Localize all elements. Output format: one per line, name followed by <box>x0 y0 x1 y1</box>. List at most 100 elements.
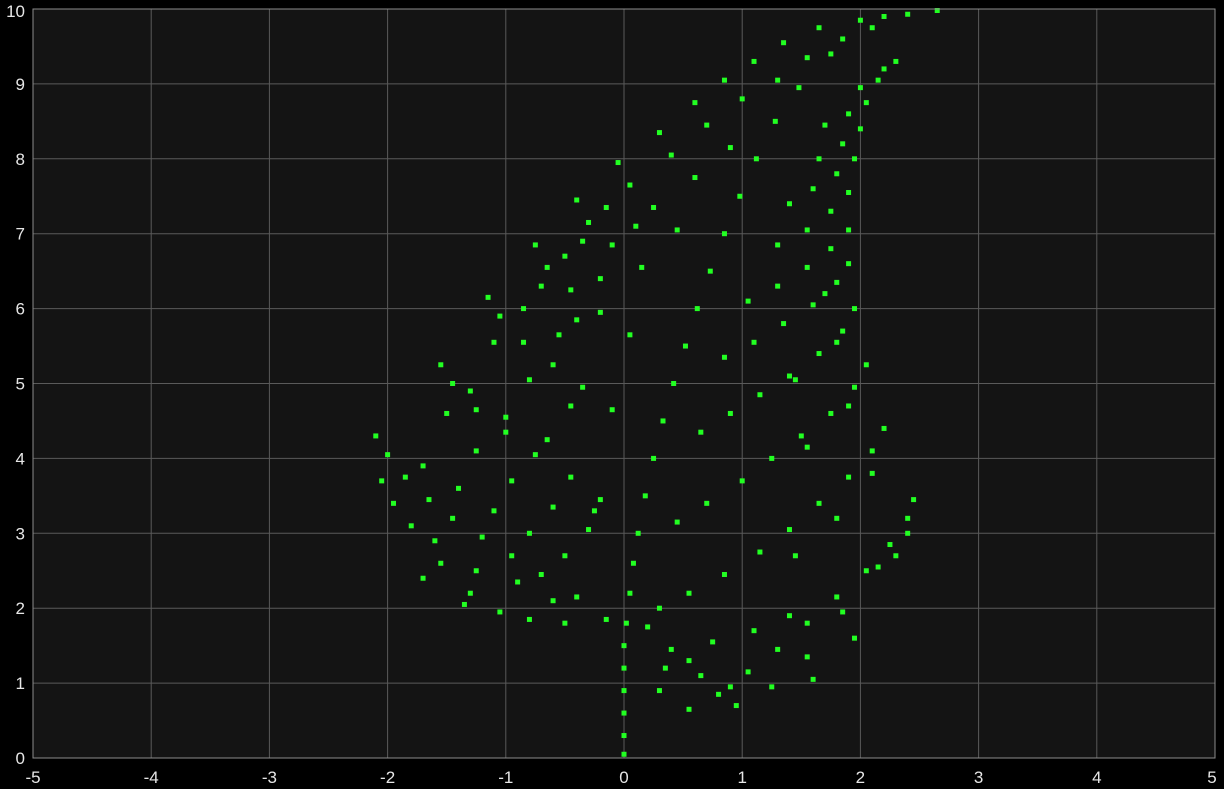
data-point <box>869 448 875 454</box>
data-point <box>905 11 911 17</box>
y-tick-label: 3 <box>16 524 25 543</box>
data-point <box>645 624 651 630</box>
y-tick-label: 9 <box>16 75 25 94</box>
data-point <box>781 40 787 46</box>
data-point <box>822 291 828 297</box>
data-point <box>810 676 816 682</box>
data-point <box>727 410 733 416</box>
data-point <box>656 605 662 611</box>
data-point <box>739 96 745 102</box>
data-point <box>753 156 759 162</box>
data-point <box>686 706 692 712</box>
data-point <box>881 66 887 72</box>
data-point <box>385 452 391 458</box>
data-point <box>804 444 810 450</box>
data-point <box>834 594 840 600</box>
data-point <box>473 407 479 413</box>
data-point <box>630 560 636 566</box>
x-tick-label: 4 <box>1092 768 1101 787</box>
data-point <box>420 575 426 581</box>
data-point <box>721 231 727 237</box>
data-point <box>828 208 834 214</box>
data-point <box>503 429 509 435</box>
data-point <box>775 242 781 248</box>
data-point <box>911 497 917 503</box>
data-point <box>804 227 810 233</box>
data-point <box>420 463 426 469</box>
data-point <box>727 145 733 151</box>
y-tick-label: 8 <box>16 150 25 169</box>
data-point <box>786 613 792 619</box>
data-point <box>379 478 385 484</box>
data-point <box>816 500 822 506</box>
y-tick-label: 1 <box>16 674 25 693</box>
data-point <box>851 384 857 390</box>
data-point <box>544 437 550 443</box>
data-point <box>627 590 633 596</box>
plot-frame <box>32 8 1216 759</box>
x-tick-label: -5 <box>25 768 40 787</box>
data-point <box>621 710 627 716</box>
data-point <box>857 126 863 132</box>
data-point <box>840 36 846 42</box>
x-tick-labels: -5 -4 -3 -2 -1 0 1 2 3 4 5 <box>25 768 1216 787</box>
data-point <box>591 508 597 514</box>
data-point <box>798 433 804 439</box>
data-point <box>639 264 645 270</box>
data-point <box>775 77 781 83</box>
data-point <box>603 616 609 622</box>
data-point <box>893 58 899 64</box>
data-point <box>609 407 615 413</box>
data-point <box>402 474 408 480</box>
data-point <box>692 175 698 181</box>
data-point <box>751 339 757 345</box>
data-point <box>597 497 603 503</box>
data-point <box>642 493 648 499</box>
data-point <box>846 227 852 233</box>
data-point <box>781 321 787 327</box>
data-point <box>568 287 574 293</box>
data-point <box>651 455 657 461</box>
data-point <box>727 684 733 690</box>
data-point <box>444 410 450 416</box>
data-point <box>485 294 491 300</box>
data-point <box>651 204 657 210</box>
y-tick-label: 4 <box>16 449 25 468</box>
data-point <box>840 609 846 615</box>
data-point <box>438 362 444 368</box>
data-point <box>751 628 757 634</box>
data-point <box>562 553 568 559</box>
data-point <box>757 392 763 398</box>
data-point <box>857 85 863 91</box>
data-point <box>532 452 538 458</box>
data-point <box>769 684 775 690</box>
x-tick-label: 0 <box>619 768 628 787</box>
data-point <box>450 381 456 386</box>
data-point <box>479 534 485 540</box>
data-point <box>662 665 668 671</box>
data-point <box>550 598 556 604</box>
data-point <box>707 268 713 274</box>
y-tick-label: 0 <box>16 749 25 768</box>
data-point <box>574 197 580 203</box>
data-point <box>775 283 781 289</box>
data-point <box>461 601 467 607</box>
data-point <box>491 339 497 345</box>
data-point <box>893 553 899 559</box>
data-point <box>737 193 743 199</box>
data-point <box>682 343 688 349</box>
data-point <box>660 418 666 424</box>
data-point <box>816 156 822 162</box>
x-tick-label: 5 <box>1207 768 1216 787</box>
x-tick-label: -2 <box>380 768 395 787</box>
data-point <box>875 77 881 83</box>
data-point <box>846 261 852 267</box>
data-point <box>745 298 751 304</box>
data-point <box>863 100 869 106</box>
data-point <box>840 141 846 147</box>
data-point <box>905 515 911 521</box>
data-point <box>580 384 586 390</box>
data-point <box>509 478 515 484</box>
data-point <box>497 609 503 615</box>
